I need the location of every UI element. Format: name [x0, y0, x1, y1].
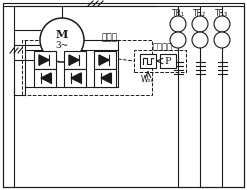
Bar	[160, 54, 176, 68]
Bar	[140, 54, 156, 68]
Circle shape	[192, 16, 208, 32]
Bar	[34, 69, 56, 87]
Text: TR₁: TR₁	[171, 9, 185, 18]
Bar	[22, 40, 152, 95]
Text: 变频器: 变频器	[102, 33, 118, 43]
Bar	[64, 69, 86, 87]
Polygon shape	[39, 55, 49, 65]
Text: 相控脉冲: 相控脉冲	[153, 43, 173, 51]
Text: TR₂: TR₂	[193, 9, 206, 18]
Polygon shape	[99, 55, 109, 65]
Polygon shape	[101, 73, 111, 83]
Bar	[34, 51, 56, 69]
Text: P: P	[165, 56, 171, 66]
Polygon shape	[71, 73, 81, 83]
Text: 3~: 3~	[55, 41, 69, 51]
Polygon shape	[41, 73, 51, 83]
Circle shape	[214, 32, 230, 48]
Bar	[64, 51, 86, 69]
Circle shape	[40, 18, 84, 62]
Text: M: M	[56, 29, 68, 40]
Circle shape	[192, 32, 208, 48]
Text: TR₃: TR₃	[215, 9, 228, 18]
Circle shape	[170, 16, 186, 32]
Circle shape	[170, 32, 186, 48]
Bar	[94, 69, 116, 87]
Bar	[94, 51, 116, 69]
Bar	[134, 50, 186, 72]
Circle shape	[214, 16, 230, 32]
Text: Wₒₑ: Wₒₑ	[141, 75, 155, 85]
Polygon shape	[69, 55, 79, 65]
